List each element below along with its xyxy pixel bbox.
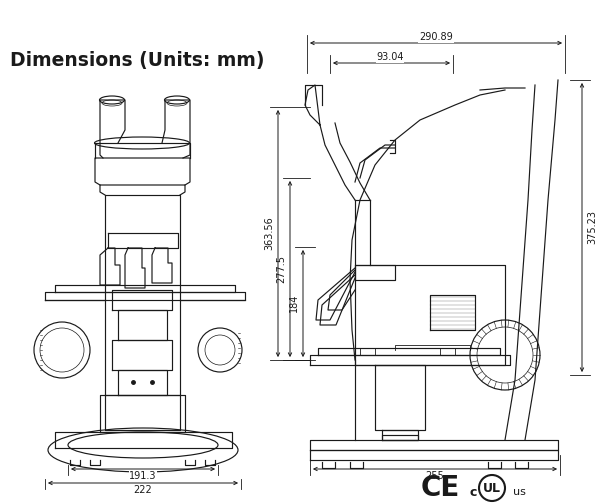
Text: Dimensions (Units: mm): Dimensions (Units: mm) <box>10 51 265 70</box>
Text: 277.5: 277.5 <box>276 255 286 283</box>
Text: 184: 184 <box>289 294 299 312</box>
Text: 290.89: 290.89 <box>419 32 453 42</box>
Text: UL: UL <box>483 481 501 494</box>
Text: 222: 222 <box>134 485 152 495</box>
Text: 93.04: 93.04 <box>376 52 404 62</box>
Text: 255: 255 <box>425 471 445 481</box>
Text: 191.3: 191.3 <box>129 471 157 481</box>
Text: us: us <box>513 487 526 497</box>
Text: 363.56: 363.56 <box>264 216 274 250</box>
Text: CE: CE <box>421 474 460 502</box>
Text: c: c <box>469 485 476 498</box>
Text: 375.23: 375.23 <box>587 210 597 244</box>
